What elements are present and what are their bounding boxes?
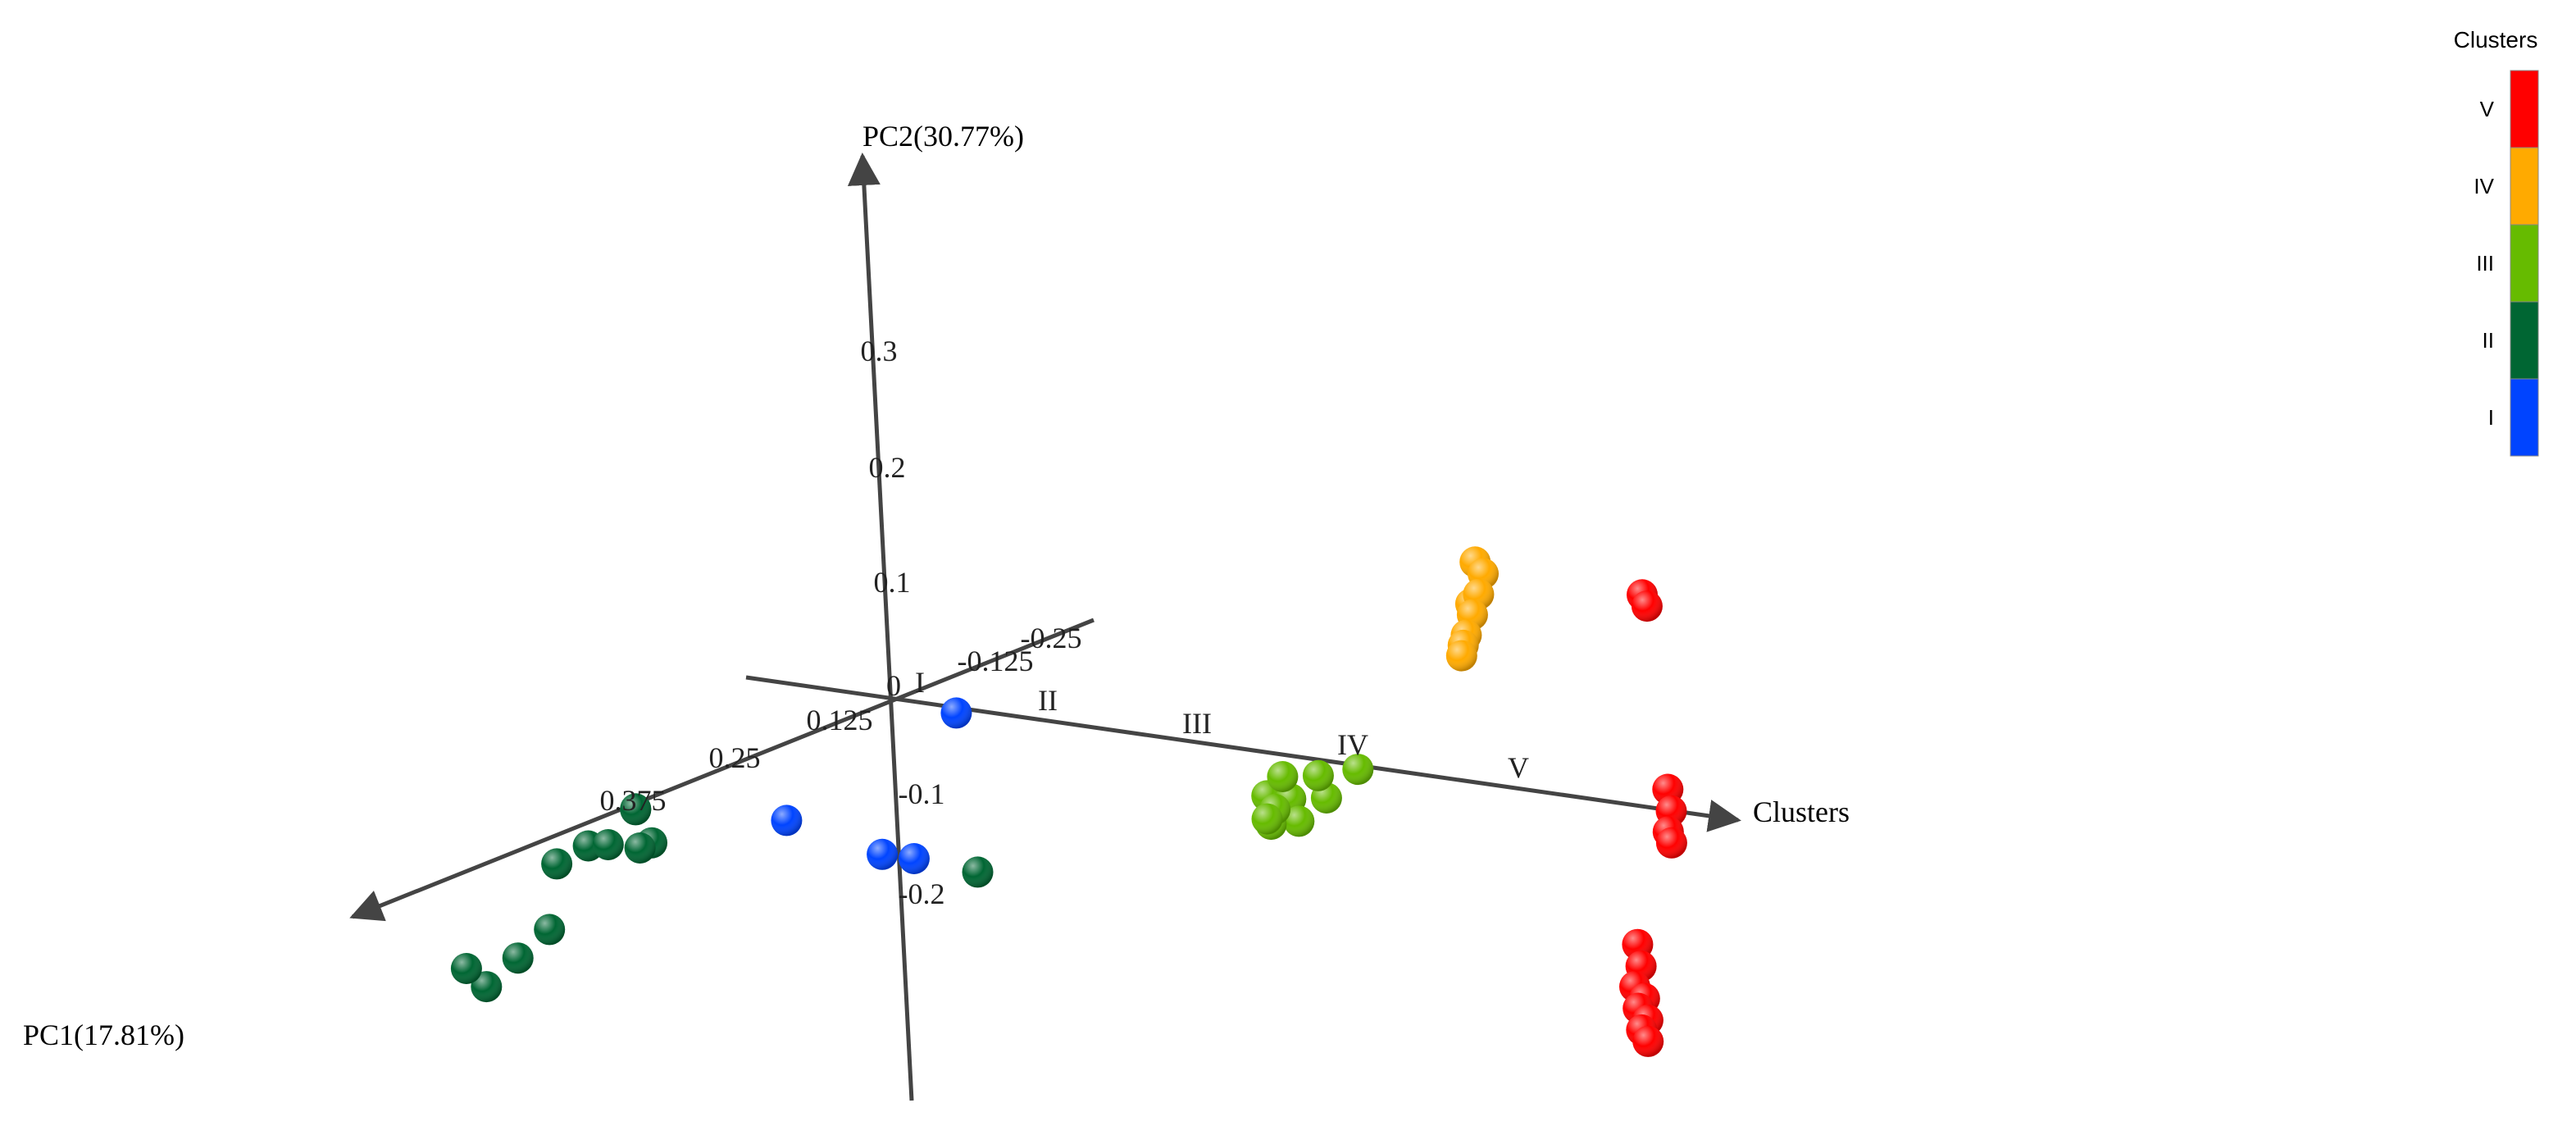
legend-swatch [2510, 224, 2539, 303]
data-point-cluster-i [867, 838, 899, 870]
clusters-tick-label: II [1038, 684, 1058, 717]
pc1-tick-label: 0.25 [709, 741, 761, 774]
data-point-cluster-iii [1342, 754, 1374, 786]
data-point-cluster-ii [534, 914, 566, 946]
data-point-cluster-iii [1283, 805, 1315, 837]
legend-swatch [2510, 70, 2539, 148]
data-point-cluster-i [898, 843, 930, 874]
pc2-tick-label: -0.1 [899, 777, 945, 810]
legend-item-v: V [2480, 70, 2539, 148]
data-point-cluster-v [1631, 590, 1663, 622]
data-point-cluster-ii [624, 832, 656, 864]
legend-swatch [2510, 378, 2539, 457]
pc2-axis-line [847, 153, 914, 1101]
data-point-cluster-i [771, 805, 803, 836]
pc1-axis-title: PC1(17.81%) [23, 1019, 184, 1051]
legend-label: IV [2474, 174, 2494, 198]
axis-labels: PC2(30.77%) Clusters PC1(17.81%) 0.3 0.2 0.1 -… [23, 120, 1850, 1051]
legend-item-iii: III [2476, 224, 2539, 303]
legend-label: III [2476, 251, 2494, 276]
legend-swatch [2510, 301, 2539, 380]
data-point-cluster-v [1632, 1025, 1664, 1057]
data-points [450, 546, 1687, 1057]
depth-tick-label: -0.25 [1021, 622, 1082, 654]
legend-title: Clusters [2454, 27, 2538, 52]
legend-label: V [2480, 97, 2495, 121]
legend-item-iv: IV [2474, 147, 2539, 226]
data-point-cluster-i [940, 697, 972, 729]
data-point-cluster-ii [592, 829, 624, 860]
legend-label: I [2488, 405, 2494, 430]
pc1-tick-label: 0.375 [600, 784, 667, 817]
clusters-axis-title: Clusters [1753, 795, 1850, 828]
data-point-cluster-ii [471, 971, 503, 1003]
pc2-tick-label: 0.1 [874, 566, 911, 599]
pc2-tick-label: -0.2 [899, 877, 945, 910]
axes [349, 153, 1741, 1101]
data-point-cluster-ii [502, 942, 534, 974]
clusters-tick-label: I [915, 666, 925, 699]
data-point-cluster-ii [450, 953, 482, 984]
clusters-tick-label: III [1182, 707, 1212, 740]
pc2-tick-label: 0.3 [861, 335, 898, 367]
pc1-tick-label: 0.125 [807, 704, 873, 736]
data-point-cluster-iii [1267, 761, 1299, 792]
data-point-cluster-ii [962, 856, 994, 888]
clusters-tick-label: V [1508, 751, 1529, 784]
data-point-cluster-iii [1251, 803, 1283, 835]
pc2-axis-title: PC2(30.77%) [862, 120, 1024, 153]
depth-tick-label: -0.125 [958, 645, 1034, 677]
data-point-cluster-ii [541, 848, 573, 880]
legend-item-ii: II [2483, 301, 2539, 380]
pc2-tick-label: 0.2 [869, 451, 906, 484]
pc1-axis-line [349, 618, 1095, 922]
origin-label: 0 [886, 669, 901, 702]
legend-swatch [2510, 147, 2539, 226]
data-point-cluster-iii [1302, 759, 1334, 791]
clusters-tick-label: IV [1337, 728, 1368, 761]
data-point-cluster-iv [1445, 640, 1477, 672]
legend-item-i: I [2488, 378, 2539, 457]
legend-label: II [2483, 328, 2494, 353]
data-point-cluster-v [1655, 827, 1687, 859]
data-point-cluster-ii [620, 794, 652, 826]
clusters-axis-line [745, 675, 1741, 832]
